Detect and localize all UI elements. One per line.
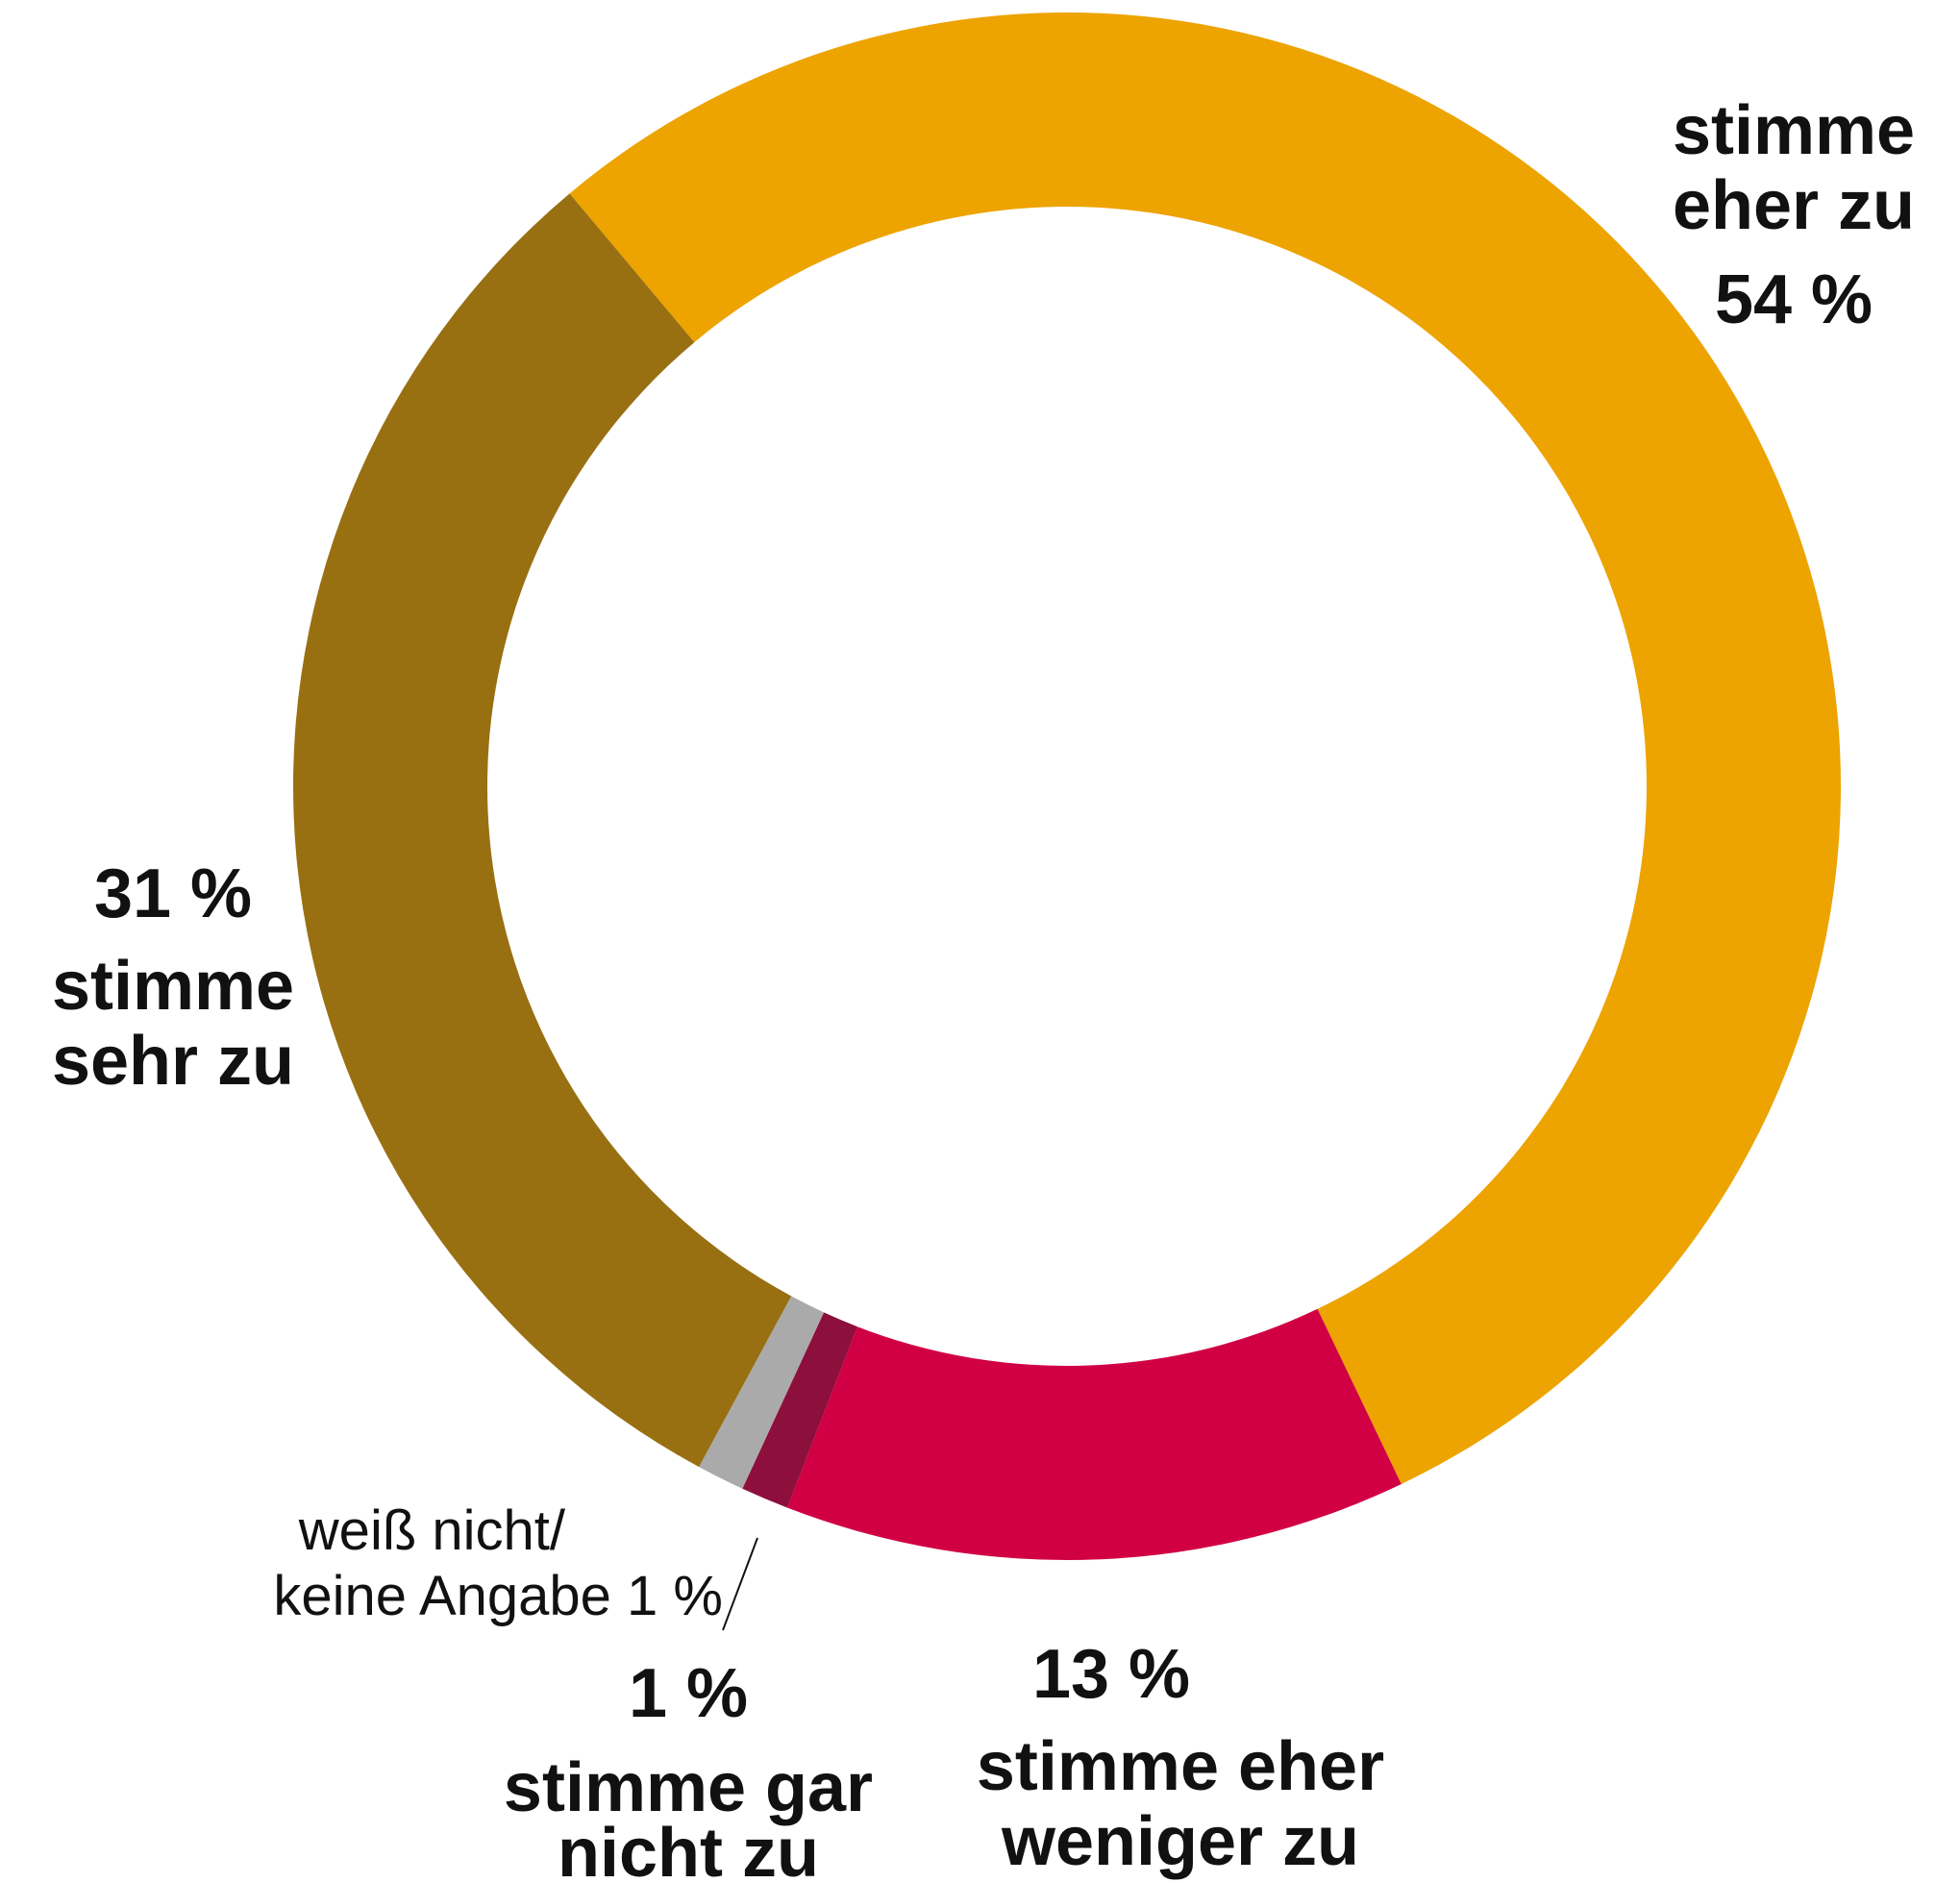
label-weniger-zu-value: 13 % [1032,1636,1190,1713]
slice-eher [569,12,1842,1484]
label-sehr-zu-line2: sehr zu [52,1023,294,1100]
label-weniger-zu-line1: stimme eher [977,1728,1384,1805]
label-weiss-nicht-line2: keine Angabe 1 % [273,1565,723,1627]
label-sehr-zu-line1: stimme [52,948,294,1025]
label-gar-nicht-line1: stimme gar [504,1749,873,1826]
slice-weniger [786,1308,1402,1560]
label-weniger-zu-line2: weniger zu [1001,1803,1359,1880]
slice-sehr [292,193,792,1468]
label-weiss-nicht-line1: weiß nicht/ [298,1499,566,1562]
label-eher-zu-line2: eher zu [1673,167,1915,244]
label-gar-nicht-line2: nicht zu [558,1815,819,1883]
label-eher-zu-line1: stimme [1673,92,1915,169]
donut-slices [292,12,1842,1560]
label-gar-nicht-value: 1 % [629,1655,748,1732]
weiss-nicht-connector-line [722,1537,758,1631]
slice-gar [742,1312,857,1508]
label-eher-zu-value: 54 % [1715,261,1873,338]
label-sehr-zu-value: 31 % [94,855,252,932]
slice-wn [699,1296,825,1489]
